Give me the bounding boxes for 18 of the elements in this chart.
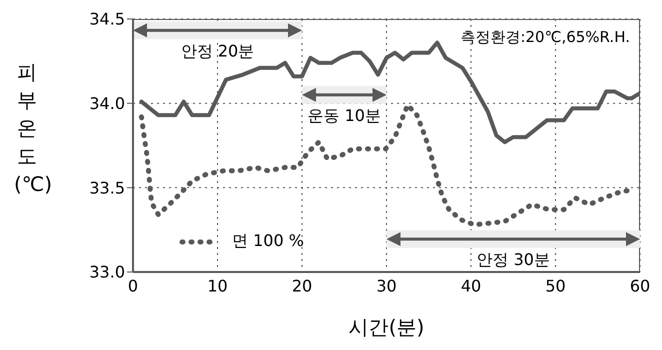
legend-label: 면 100 % bbox=[232, 231, 304, 252]
x-tick-label: 0 bbox=[128, 276, 138, 296]
y-tick-label: 33.0 bbox=[89, 262, 125, 282]
y-tick-label: 33.5 bbox=[89, 178, 125, 198]
x-axis-title: 시간(분) bbox=[348, 315, 424, 339]
y-tick-label: 34.5 bbox=[89, 10, 125, 29]
band-label: 안정 20분 bbox=[180, 41, 254, 60]
x-tick-label: 50 bbox=[545, 276, 566, 296]
annotation: 측정환경:20℃,65%R.H. bbox=[460, 28, 630, 47]
y-tick-label: 34.0 bbox=[89, 94, 125, 114]
x-tick-label: 10 bbox=[207, 276, 228, 296]
band-label: 운동 10분 bbox=[308, 106, 381, 125]
x-tick-label: 40 bbox=[460, 276, 482, 296]
y-axis-title: 피부온도 (℃) bbox=[14, 59, 52, 198]
band-label: 안정 30분 bbox=[476, 250, 550, 270]
x-tick-label: 30 bbox=[376, 276, 397, 296]
x-tick-label: 60 bbox=[630, 276, 650, 296]
x-tick-label: 20 bbox=[292, 276, 312, 296]
